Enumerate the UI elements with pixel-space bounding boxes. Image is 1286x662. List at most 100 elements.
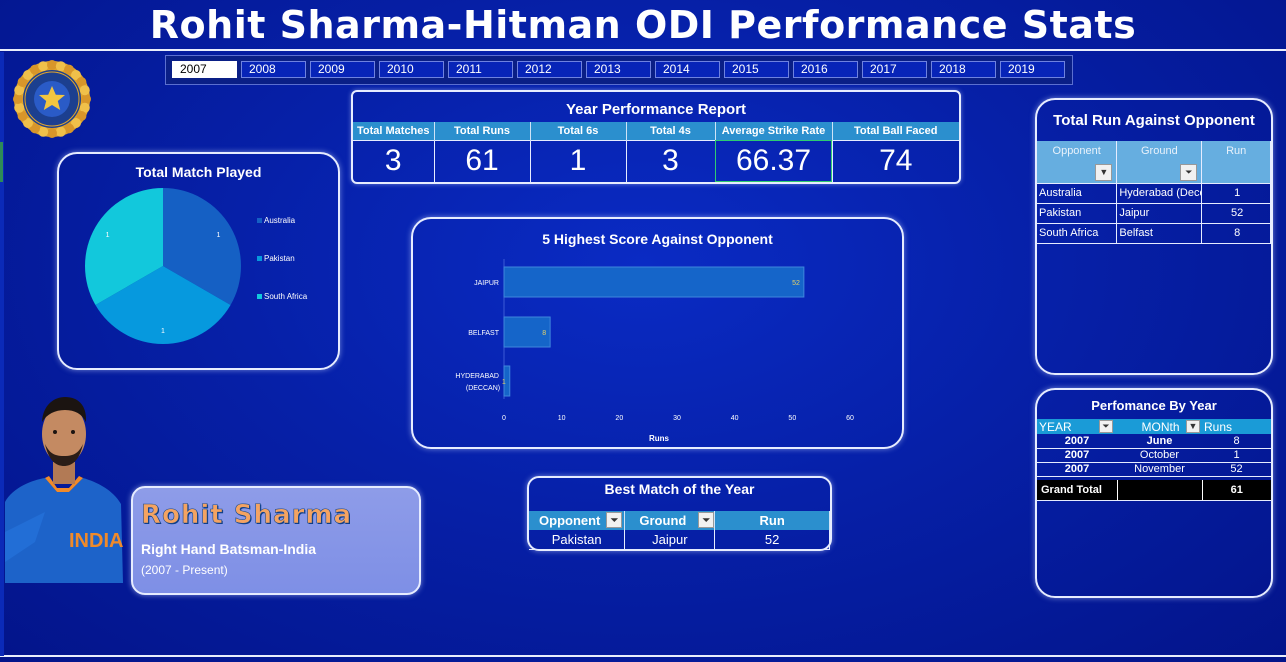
run-cell[interactable]: 1 [1201,182,1271,204]
kpi-header-strike-rate: Average Strike Rate [715,122,833,140]
year-slicer-button-2009[interactable]: 2009 [310,61,375,78]
pie-chart-title: Total Match Played [135,164,262,180]
bar-belfast[interactable] [503,316,551,348]
grand-total-value[interactable]: 61 [1202,480,1271,501]
year-slicer-button-2016[interactable]: 2016 [793,61,858,78]
opponent-table-title: Total Run Against Opponent [1053,112,1255,129]
run-column-header: Run [1201,141,1271,183]
pie-slice-south-africa[interactable] [85,188,163,305]
grand-total-label: Grand Total [1037,480,1117,501]
month-cell[interactable]: October [1117,448,1202,463]
best-ground-cell[interactable]: Jaipur [624,530,716,550]
grand-total-row[interactable]: Grand Total 61 [1037,480,1271,501]
kpi-value-balls-faced[interactable]: 74 [832,139,959,182]
best-opponent-label: Opponent [539,513,601,528]
ground-cell[interactable]: Jaipur [1116,202,1203,224]
runs-cell[interactable]: 8 [1202,434,1271,449]
pie-chart-svg: 1 1 1 Australia Pakistan South Africa [85,188,308,344]
best-opponent-header: Opponent ⏷ [529,511,626,530]
pie-legend-label[interactable]: Pakistan [264,254,295,263]
runs-cell[interactable]: 52 [1202,462,1271,477]
table-row[interactable]: 2007 November 52 [1037,462,1271,477]
pie-slice-australia[interactable] [163,188,241,305]
month-cell[interactable]: November [1117,462,1202,477]
kpi-value-matches[interactable]: 3 [353,139,435,182]
ground-cell[interactable]: Belfast [1116,222,1203,244]
opponent-cell[interactable]: South Africa [1037,222,1118,244]
run-cell[interactable]: 8 [1201,222,1271,244]
opponent-filter-dropdown-icon[interactable]: ▼ [1095,163,1113,181]
year-slicer-button-2012[interactable]: 2012 [517,61,582,78]
runs-cell[interactable]: 1 [1202,448,1271,463]
opponent-pivot-table: Opponent ▼ Ground ⏷ Run Australia Hydera… [1037,141,1271,244]
year-performance-report: Year Performance Report Total Matches To… [351,90,961,184]
bar-jaipur[interactable] [503,266,805,298]
bar-category-label: JAIPUR [474,280,499,287]
year-slicer-button-2008[interactable]: 2008 [241,61,306,78]
best-ground-filter-icon[interactable]: ⏷ [698,512,715,528]
best-run-cell[interactable]: 52 [714,530,830,550]
year-slicer-button-2015[interactable]: 2015 [724,61,789,78]
year-slicer: 2007 2008 2009 2010 2011 2012 2013 2014 2015 2016… [165,55,1073,85]
opponent-cell[interactable]: Australia [1037,182,1118,204]
year-slicer-button-2011[interactable]: 2011 [448,61,513,78]
bar-x-tick-label: 40 [731,415,739,422]
run-header-label: Run [1226,145,1247,157]
bar-x-tick-label: 50 [788,415,796,422]
sheet-left-edge [0,52,4,656]
kpi-value-runs[interactable]: 61 [434,139,531,182]
year-slicer-button-2019[interactable]: 2019 [1000,61,1065,78]
player-name-card: Rohit Sharma Right Hand Batsman-India (2… [131,486,421,595]
month-cell[interactable]: June [1117,434,1202,449]
bar-hyderabad-deccan-[interactable] [503,365,511,397]
bar-data-label: 1 [502,379,506,386]
table-row[interactable]: South Africa Belfast 8 [1037,222,1271,244]
bar-data-label: 52 [792,280,800,287]
pie-legend-label[interactable]: South Africa [264,292,308,301]
best-opponent-cell[interactable]: Pakistan [529,530,626,550]
pie-data-label: 1 [161,328,165,335]
year-slicer-button-2010[interactable]: 2010 [379,61,444,78]
month-filter-dropdown-icon[interactable]: ▼ [1186,420,1200,433]
kpi-value-strike-rate[interactable]: 66.37 [715,139,833,182]
table-row[interactable]: 2007 June 8 [1037,434,1271,449]
year-cell[interactable]: 2007 [1037,434,1117,449]
table-row[interactable]: Pakistan Jaipur 52 [529,530,830,550]
total-match-played-chart[interactable]: Total Match Played 1 1 1 Australia Pakistan S… [57,152,340,370]
best-run-header: Run [714,511,830,530]
kpi-header-balls-faced: Total Ball Faced [832,122,959,140]
bcci-logo [6,58,98,140]
table-row[interactable]: Pakistan Jaipur 52 [1037,202,1271,224]
opponent-cell[interactable]: Pakistan [1037,202,1118,224]
year-filter-icon[interactable]: ⏷ [1099,420,1113,433]
year-slicer-button-2017[interactable]: 2017 [862,61,927,78]
kpi-header-sixes: Total 6s [530,122,627,140]
table-row[interactable]: 2007 October 1 [1037,448,1271,463]
pie-data-label: 1 [106,232,110,239]
table-row[interactable]: Australia Hyderabad (Deccan) 1 [1037,182,1271,204]
year-slicer-button-2013[interactable]: 2013 [586,61,651,78]
best-match-panel: Best Match of the Year Opponent ⏷ Ground… [527,476,832,551]
kpi-value-fours[interactable]: 3 [626,139,716,182]
perf-table-title: Perfomance By Year [1091,398,1217,413]
highest-score-chart[interactable]: 5 Highest Score Against Opponent 52 JAIPU… [411,217,904,449]
ground-filter-icon[interactable]: ⏷ [1180,163,1198,181]
bar-chart-title: 5 Highest Score Against Opponent [542,231,773,247]
pie-legend-label[interactable]: Australia [264,216,296,225]
best-match-table: Opponent ⏷ Ground ⏷ Run Pakistan Jaipur … [529,511,830,550]
pie-legend-swatch [257,256,262,261]
year-slicer-button-2018[interactable]: 2018 [931,61,996,78]
bar-x-tick-label: 60 [846,415,854,422]
run-cell[interactable]: 52 [1201,202,1271,224]
year-cell[interactable]: 2007 [1037,462,1117,477]
ground-header-label: Ground [1141,145,1178,157]
year-slicer-button-2014[interactable]: 2014 [655,61,720,78]
kpi-value-sixes[interactable]: 1 [530,139,627,182]
year-slicer-button-2007[interactable]: 2007 [172,61,237,78]
pie-legend-swatch [257,294,262,299]
runs-column-header: Runs [1202,419,1271,434]
ground-cell[interactable]: Hyderabad (Deccan) [1116,182,1203,204]
year-cell[interactable]: 2007 [1037,448,1117,463]
best-opponent-filter-icon[interactable]: ⏷ [606,512,623,528]
